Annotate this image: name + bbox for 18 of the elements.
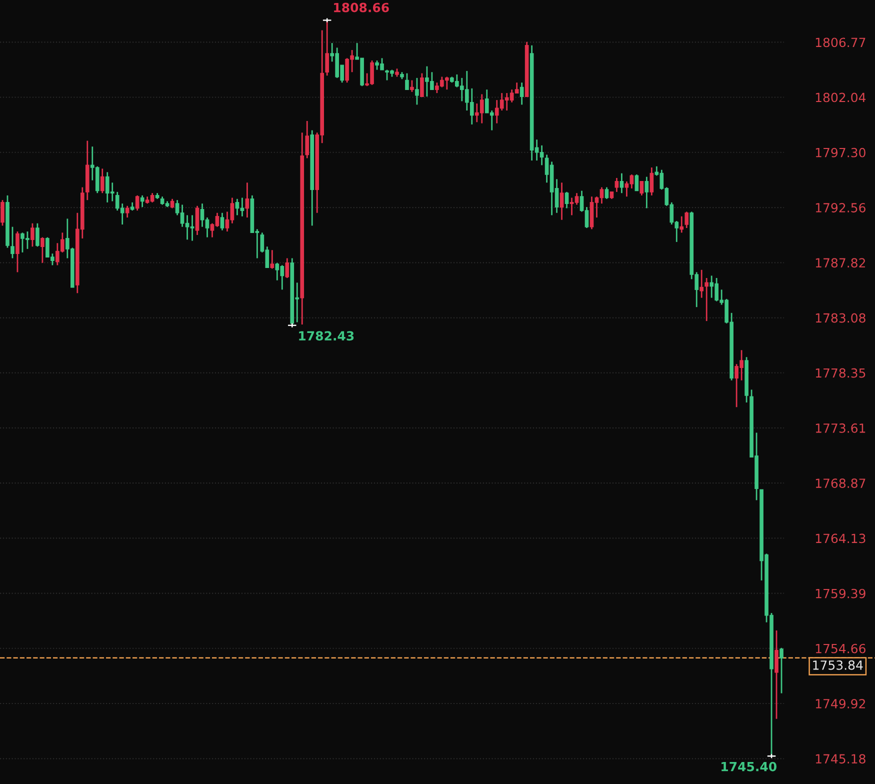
y-tick-label: 1754.66 <box>816 644 866 654</box>
y-tick-label: 1764.13 <box>816 534 866 544</box>
y-tick-label: 1787.82 <box>816 258 865 268</box>
y-tick-label: 1802.04 <box>816 92 866 102</box>
y-tick-label: 1792.56 <box>816 202 866 212</box>
annotation: 1808.66 <box>334 2 389 12</box>
y-tick-label: 1783.08 <box>816 313 866 323</box>
y-tick-label: 1745.18 <box>816 754 866 764</box>
y-tick-label: 1759.39 <box>816 588 866 598</box>
y-tick-label: 1797.30 <box>816 148 866 158</box>
y-tick-label: 1806.77 <box>816 38 866 48</box>
annotation: 1745.40 <box>722 762 776 772</box>
annotation: 1782.43 <box>299 331 354 341</box>
y-tick-label: 1749.92 <box>816 698 865 708</box>
y-tick-label: 1778.35 <box>816 368 866 378</box>
y-tick-label: 1773.61 <box>816 423 866 433</box>
y-tick-label: 1768.87 <box>816 478 866 488</box>
ref-line-label: 1753.84 <box>813 660 863 670</box>
